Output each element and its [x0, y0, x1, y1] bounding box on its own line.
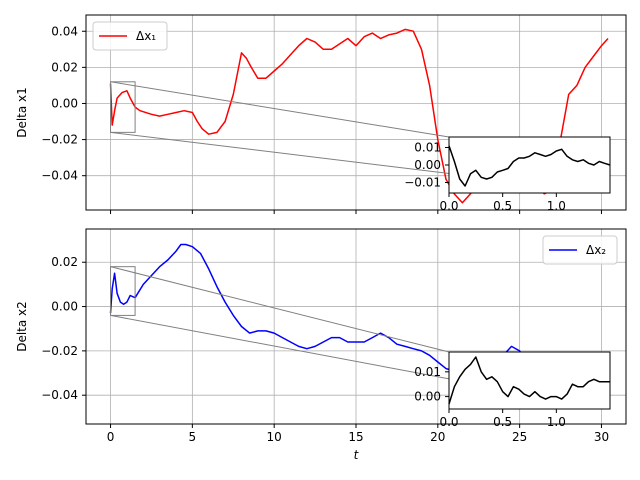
inset-x-tick-label: 1.0: [547, 199, 566, 213]
inset-x-tick-label: 0.0: [439, 415, 458, 429]
inset-x-tick-label: 0.0: [439, 199, 458, 213]
inset-y-tick-label: 0.00: [414, 158, 441, 172]
y-tick-label: 0.00: [51, 300, 78, 314]
top-subplot: 0.04 0.02 0.00 −0.02 −0.04 Delta x1 Δx₁ 0.0 0.5 1…: [15, 14, 627, 214]
x-tick-label: 10: [267, 430, 282, 444]
y-tick-label: 0.02: [51, 60, 78, 74]
x-tick-label: 5: [189, 430, 197, 444]
inset-background: [449, 352, 610, 409]
inset-y-tick-label: 0.01: [414, 365, 441, 379]
x-axis-label: t: [354, 448, 360, 462]
inset-line: [448, 145, 611, 187]
y-tick-label: −0.04: [41, 388, 78, 402]
legend-box: [542, 235, 618, 265]
y-axis-label: Delta x2: [15, 301, 29, 352]
y-tick-label: −0.02: [41, 344, 78, 358]
y-tick-label: −0.02: [41, 133, 78, 147]
zoom-connector: [110, 266, 450, 353]
y-tick-label: 0.00: [51, 96, 78, 110]
inset-y-tick-label: −0.01: [404, 176, 441, 190]
bottom-subplot: 0 5 10 15 20 25 30 0.02 0.00 −0.02 −0.04 Delta x2 t Δ…: [15, 228, 627, 462]
zoom-connector: [110, 81, 450, 138]
inset-y-tick-label: 0.01: [414, 141, 441, 155]
legend-box: [92, 21, 168, 51]
inset-y-tick-label: 0.00: [414, 390, 441, 404]
x-tick-label: 20: [430, 430, 445, 444]
inset-x-tick-label: 0.5: [493, 199, 512, 213]
x-tick-label: 30: [594, 430, 609, 444]
y-tick-label: 0.04: [51, 24, 78, 38]
inset-x-tick-label: 1.0: [547, 415, 566, 429]
zoom-box: [110, 266, 136, 316]
x-tick-label: 15: [348, 430, 363, 444]
zoom-box: [110, 81, 136, 133]
y-tick-label: −0.04: [41, 169, 78, 183]
legend-label: Δx₂: [586, 243, 606, 257]
inset-frame: [448, 351, 611, 410]
inset-background: [449, 137, 610, 193]
x-tick-label: 25: [512, 430, 527, 444]
x-tick-label: 0: [107, 430, 115, 444]
legend-label: Δx₁: [136, 29, 156, 43]
y-tick-label: 0.02: [51, 255, 78, 269]
series-line-2: [109, 243, 609, 408]
y-axis-label: Delta x1: [15, 87, 29, 138]
inset-line: [448, 356, 610, 405]
inset-x-tick-label: 0.5: [493, 415, 512, 429]
